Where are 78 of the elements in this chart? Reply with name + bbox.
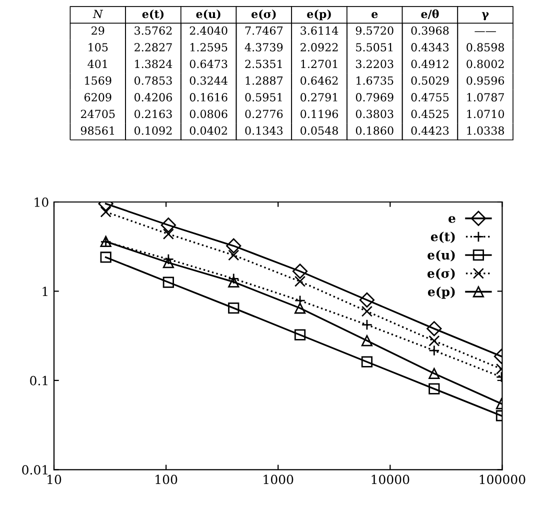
text: 0.7969 <box>356 93 394 102</box>
text: 0.2163 <box>134 110 172 118</box>
text: 0.8002 <box>466 60 504 68</box>
y-tick-label: 1 <box>42 286 48 296</box>
text: 0.6462 <box>300 76 338 85</box>
category-label: e(p) <box>307 10 331 20</box>
text: 3.2203 <box>356 60 394 68</box>
text: 3.6114 <box>300 26 338 35</box>
text: 1.2887 <box>246 76 283 85</box>
text: 0.7853 <box>134 76 172 85</box>
legend-label: e <box>448 216 456 223</box>
text: —— <box>474 31 496 32</box>
legend-label: e(t) <box>430 232 455 244</box>
text: 1.0710 <box>467 110 504 118</box>
text: 0.4755 <box>411 93 449 102</box>
y-tick-label: 0.01 <box>22 465 48 475</box>
category-label: e(σ) <box>251 10 276 20</box>
category-label: e(t) <box>142 10 164 20</box>
text: 2.0922 <box>300 43 338 52</box>
text: 4.3739 <box>244 43 283 52</box>
text: 0.2791 <box>300 93 338 102</box>
text: 29 <box>92 26 104 35</box>
text: 0.5029 <box>411 76 449 85</box>
text: 0.4343 <box>411 43 449 52</box>
text: 2.4040 <box>190 26 228 35</box>
text: 0.1343 <box>245 126 283 135</box>
x-tick-label: 1000 <box>264 474 294 484</box>
text: 5.5051 <box>356 43 392 52</box>
text: 0.5951 <box>245 93 282 102</box>
y-tick-label: 10 <box>34 197 48 207</box>
text: 24705 <box>80 110 115 118</box>
text: 0.0806 <box>190 110 228 118</box>
legend-label: e(σ) <box>427 268 455 280</box>
text: 1.0787 <box>467 93 504 102</box>
text: 0.4525 <box>411 110 449 118</box>
x-tick-label: 10 <box>48 474 62 484</box>
text: 2.5351 <box>245 60 282 68</box>
text: 1.2701 <box>301 60 338 68</box>
text: 9.5720 <box>356 26 394 35</box>
text: 1.6735 <box>356 76 394 85</box>
category-label: e <box>372 12 378 18</box>
text: 0.3803 <box>356 110 394 118</box>
text: 0.1196 <box>300 110 338 118</box>
text: 0.0402 <box>190 126 227 135</box>
x-tick-label: 100000 <box>480 474 526 484</box>
text: 0.4423 <box>411 126 449 135</box>
text: 0.1616 <box>190 93 228 102</box>
text: 1.3824 <box>135 60 172 68</box>
category-label: N <box>92 10 104 18</box>
text: 1.0338 <box>467 126 504 135</box>
text: 0.6473 <box>190 60 228 68</box>
text: 0.0548 <box>300 126 338 135</box>
text: 7.7467 <box>245 26 283 35</box>
text: 0.8598 <box>466 43 504 52</box>
text: 98561 <box>80 126 114 135</box>
text: 0.3244 <box>190 76 228 85</box>
category-label: γ <box>482 12 489 20</box>
text: 0.4206 <box>134 93 172 102</box>
text: 401 <box>88 60 107 68</box>
text: 1.2595 <box>190 43 228 52</box>
text: 6209 <box>84 93 112 102</box>
x-tick-label: 100 <box>156 474 178 484</box>
legend-label: e(p) <box>428 286 455 299</box>
x-tick-label: 10000 <box>372 474 410 484</box>
text: 2.2827 <box>134 43 172 52</box>
text: 0.9596 <box>466 76 504 85</box>
category-label: e/θ <box>421 9 439 19</box>
text: 0.1092 <box>134 126 172 135</box>
y-tick-label: 0.1 <box>30 376 48 386</box>
category-label: e(u) <box>196 10 220 20</box>
text: 0.3968 <box>411 26 449 35</box>
text: 0.2776 <box>245 110 283 118</box>
text: 105 <box>88 43 108 52</box>
legend-label: e(u) <box>428 250 455 262</box>
text: 0.1860 <box>356 126 394 135</box>
text: 0.4912 <box>411 60 448 68</box>
text: 1569 <box>85 76 112 85</box>
text: 3.5762 <box>134 26 172 35</box>
